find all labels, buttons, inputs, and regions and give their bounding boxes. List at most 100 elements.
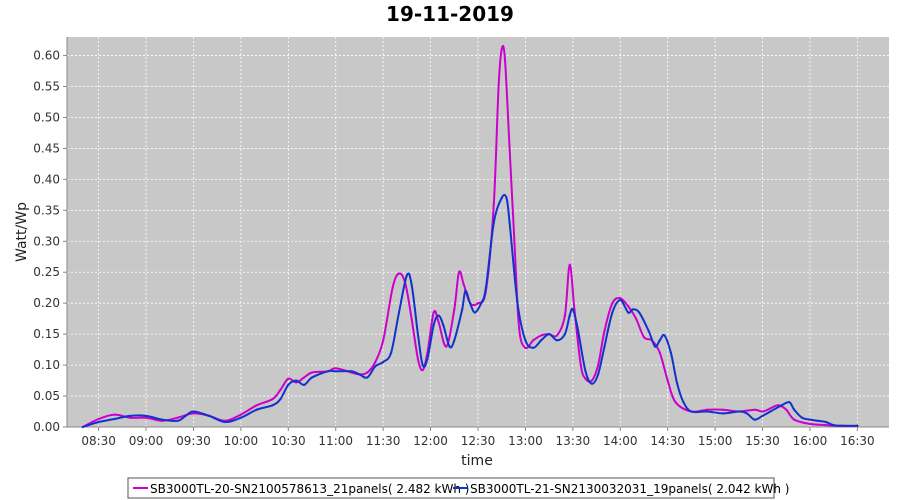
series-2-point [432,323,435,326]
series-1-point [492,203,495,206]
series-1-point [437,320,440,323]
series-2-point [295,379,298,382]
series-1-point [462,283,465,286]
series-2-point [239,416,242,419]
series-1-point [524,346,527,349]
series-2-point [638,311,641,314]
series-1-point [674,401,677,404]
series-1-point [113,413,116,416]
x-tick-label: 16:30 [840,434,875,448]
series-2-point [540,339,543,342]
series-2-point [366,376,369,379]
series-2-point [287,383,290,386]
series-1-point [192,412,195,415]
x-tick-label: 15:00 [698,434,733,448]
series-1-point [584,377,587,380]
x-tick-label: 11:30 [366,434,401,448]
series-1-point [374,360,377,364]
series-1-point [761,410,764,413]
series-1-point [513,240,516,243]
series-1-point [129,416,132,419]
series-2-point [761,414,764,417]
series-2-point [374,365,377,368]
x-tick-label: 14:00 [603,434,638,448]
series-1-point [421,368,424,372]
series-1-point [144,416,148,419]
series-1-point [555,334,559,337]
series-1-point [785,408,788,411]
series-2-point [676,382,679,385]
y-tick-label: 0.55 [33,80,60,94]
series-1-point [568,263,571,266]
series-2-point [442,323,445,326]
series-2-point [184,414,187,417]
y-axis-label: Watt/Wp [14,202,30,262]
series-2-point [421,364,424,367]
x-tick-label: 12:00 [413,434,448,448]
series-2-point [473,311,476,314]
y-axis: 0.00 0.05 0.10 0.15 0.20 0.25 0.30 0.35 0.40 0.45… [33,37,68,434]
series-1-point [239,413,242,416]
series-2-point [603,345,606,348]
series-2-point [492,221,495,224]
series-2-point [97,420,100,424]
series-2-point [129,414,132,417]
series-2-point [410,283,413,286]
series-1-point [808,422,812,425]
x-tick-label: 13:30 [556,434,591,448]
series-2-point [208,414,211,417]
series-2-point [669,351,673,354]
series-2-point [576,326,579,330]
series-1-point [255,404,258,407]
series-1-point [753,408,756,411]
series-2-points [81,196,859,429]
series-1-point [503,57,506,60]
series-1-point [97,417,100,421]
series-1-point [176,416,179,419]
series-2-point [663,334,666,337]
series-1-point [706,408,709,411]
series-2-point [769,410,772,413]
series-2-point [721,412,725,415]
series-1-point [540,334,543,337]
x-tick-label: 09:30 [176,434,211,448]
series-1-point [476,302,480,305]
series-2-point [326,370,329,373]
series-2-point [192,410,195,413]
series-2-point [597,373,600,376]
series-2-point [619,299,622,302]
y-tick-label: 0.50 [33,110,60,124]
x-tick-label: 15:30 [745,434,780,448]
series-1-point [382,339,385,342]
series-2-point [224,420,227,424]
x-tick-label: 12:30 [461,434,496,448]
y-tick-label: 0.45 [33,141,60,155]
y-tick-label: 0.05 [33,389,60,403]
series-1-point [532,339,535,342]
series-1-point [635,317,638,320]
series-2-point [548,333,551,336]
series-1-point [303,376,306,379]
series-2-point [753,418,756,421]
legend: SB3000TL-20-SN2100578613_21panels( 2.482… [127,477,789,499]
series-1-point [642,336,646,339]
series-2-point [808,418,812,421]
x-tick-label: 13:00 [508,434,543,448]
series-2-point [532,346,535,349]
x-tick-label: 10:30 [271,434,306,448]
series-2-point [448,345,451,348]
series-2-point [310,376,314,379]
series-1-point [366,371,369,374]
legend-box [127,477,775,499]
series-2-point [653,345,657,348]
series-2-point [397,311,401,314]
series-2-point [682,401,685,404]
series-2-point [647,329,650,333]
series-1-point [769,407,772,410]
series-2-point [568,314,571,317]
x-tick-label: 11:00 [318,434,353,448]
series-2-point [611,311,614,314]
series-1-point [627,305,630,308]
series-1-point [597,364,600,367]
